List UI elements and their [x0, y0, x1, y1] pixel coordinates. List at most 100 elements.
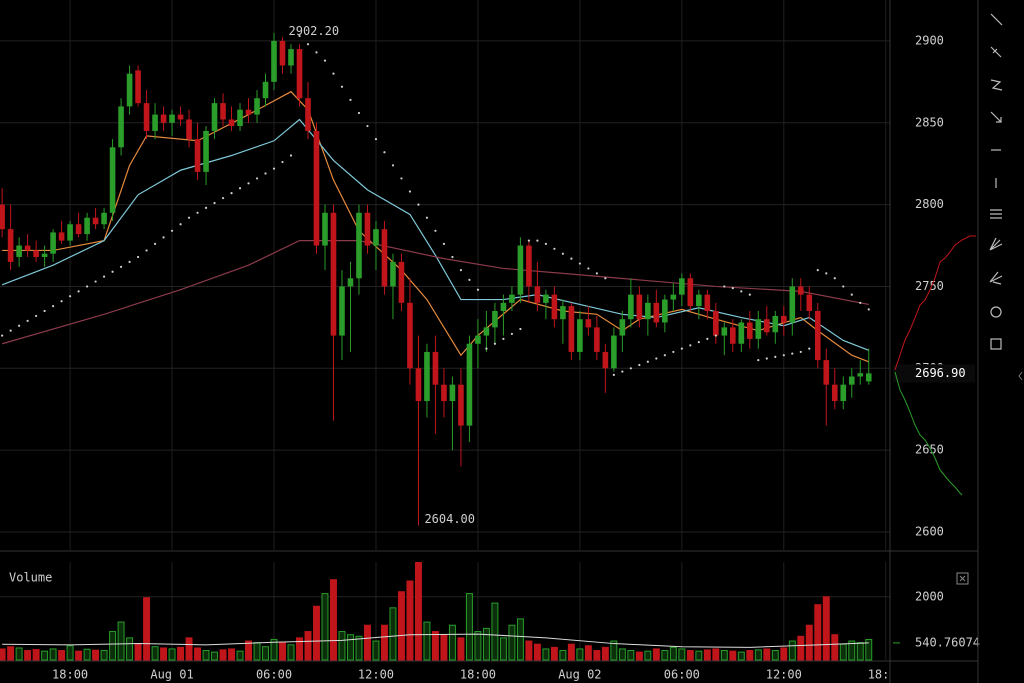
volume-bar	[160, 647, 168, 661]
x-tick-label: Aug 01	[150, 668, 193, 682]
candle-body	[169, 114, 175, 123]
volume-bar	[499, 637, 507, 661]
volume-bar	[754, 649, 762, 661]
sar-dot	[102, 275, 106, 278]
toolbar	[989, 13, 1003, 350]
sar-dot	[833, 277, 836, 280]
candle-body	[730, 327, 736, 344]
candle-body	[517, 245, 524, 295]
volume-bar	[474, 631, 482, 661]
volume-bar	[58, 650, 66, 661]
volume-bar	[712, 648, 720, 661]
candle-body	[840, 384, 847, 402]
sar-dot	[136, 255, 140, 259]
close-volume-button[interactable]	[956, 572, 969, 585]
volume-bar	[134, 643, 142, 661]
candle-body	[330, 212, 337, 336]
candle-body	[24, 245, 31, 251]
volume-bar	[372, 640, 380, 661]
x-tick-label: 18:00	[460, 668, 496, 682]
volume-bar	[601, 646, 609, 661]
volume-ma-line	[2, 633, 869, 648]
volume-bar	[848, 640, 856, 661]
volume-bar	[771, 650, 779, 661]
sar-dot	[52, 305, 55, 308]
sar-dot	[799, 350, 802, 354]
sar-dot	[221, 196, 225, 200]
sar-dot	[604, 277, 607, 280]
moving-average-line	[2, 90, 869, 363]
time-axis: 18:00 Aug 01 06:00 12:00 18:00 Aug 02 06:00 12:…	[52, 668, 890, 682]
sar-dot	[306, 43, 310, 46]
sar-dot	[731, 286, 734, 290]
sar-dot	[527, 239, 531, 242]
candle-body	[670, 294, 677, 300]
sar-dot	[561, 252, 564, 255]
volume-pane	[0, 562, 873, 661]
sar-dot	[264, 172, 267, 175]
sar-dot	[816, 268, 819, 272]
volume-bar	[15, 647, 23, 661]
tool-ray[interactable]	[990, 46, 1002, 58]
candle-body	[594, 327, 600, 352]
volume-bar	[338, 631, 346, 661]
tool-arrow[interactable]	[990, 111, 1002, 123]
sar-dot	[782, 354, 785, 357]
sar-dot	[289, 154, 293, 157]
candle-body	[628, 294, 634, 320]
sar-dot	[459, 268, 463, 272]
tool-fan[interactable]	[989, 237, 1003, 251]
depth-bid	[894, 371, 963, 496]
candle-body	[857, 373, 864, 377]
last-price-box	[893, 364, 975, 383]
volume-bar	[92, 649, 100, 661]
volume-bar	[262, 646, 269, 661]
candle-body	[143, 103, 150, 131]
volume-bar	[491, 602, 499, 661]
volume-tick-label: 2000	[915, 589, 944, 603]
candle-body	[679, 278, 685, 295]
volume-bar	[177, 646, 185, 661]
volume-bar	[279, 642, 286, 661]
candle-body	[662, 299, 668, 323]
tool-circle[interactable]	[990, 306, 1002, 318]
candle-body	[313, 130, 320, 246]
volume-bar	[83, 648, 91, 661]
candle-body	[645, 302, 651, 320]
candle-body	[322, 212, 328, 246]
sar-dot	[340, 85, 344, 88]
sar-dot	[213, 201, 216, 205]
volume-bar	[32, 649, 40, 661]
candle-body	[568, 306, 575, 352]
candle-body	[220, 103, 226, 120]
tool-path[interactable]	[990, 79, 1003, 91]
volume-bar	[508, 624, 516, 661]
volume-bar	[780, 647, 788, 661]
candle-body	[619, 319, 626, 336]
volume-bar	[253, 642, 261, 661]
candle-body	[763, 319, 770, 333]
volume-bar	[109, 631, 117, 661]
volume-bar	[610, 640, 618, 661]
candle-body	[696, 294, 702, 307]
candle-body	[237, 109, 243, 127]
candle-body	[848, 376, 855, 385]
tool-gann[interactable]	[989, 271, 1003, 285]
candle-body	[245, 109, 252, 115]
sar-dot	[374, 138, 378, 141]
volume-bar	[330, 579, 337, 661]
collapse-handle[interactable]	[1018, 371, 1023, 381]
sar-dot	[357, 111, 361, 115]
volume-bar	[695, 650, 703, 661]
candle-body	[806, 294, 813, 312]
candle-body	[7, 229, 14, 262]
sar-dot	[400, 177, 403, 180]
candle-body	[755, 319, 762, 339]
tool-fib[interactable]	[990, 209, 1002, 219]
sar-dot	[145, 249, 148, 252]
volume-bar	[202, 650, 210, 661]
candle-body	[611, 335, 617, 369]
sar-dot	[408, 190, 412, 193]
tool-line[interactable]	[990, 13, 1003, 26]
tool-rect[interactable]	[990, 338, 1002, 350]
